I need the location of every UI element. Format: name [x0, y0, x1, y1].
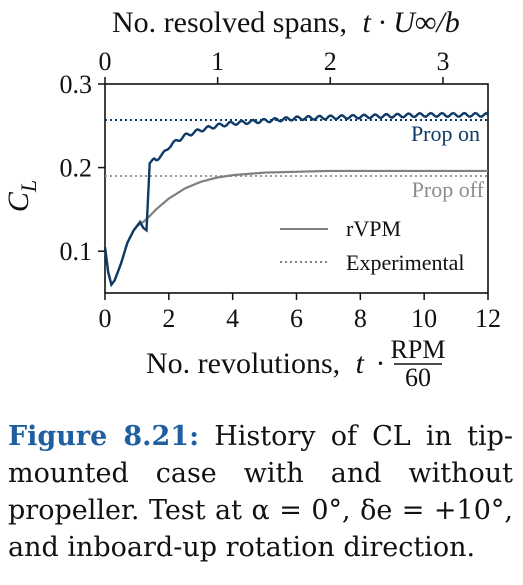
top-axis-title-expr: t · U∞/b [362, 6, 459, 39]
y-tick-label: 0.1 [60, 237, 93, 266]
x-tick-label: 4 [226, 304, 239, 333]
bottom-axis-fraction-numerator: RPM [391, 335, 446, 364]
annotation-prop-off: Prop off [412, 177, 485, 202]
bottom-axis-title-var: t [356, 347, 365, 380]
x2-tick-label: 2 [324, 47, 337, 76]
y-tick-label: 0.2 [60, 154, 93, 183]
chart: 0 2 4 6 8 10 120 1 2 30.10.20.3 Prop on Prop off … [2, 6, 502, 392]
figure-caption: Figure 8.21: History of CL in tip-mounte… [8, 418, 513, 566]
y-axis-title-sub: L [16, 180, 41, 193]
x-tick-label: 8 [354, 304, 367, 333]
x2-tick-label: 1 [211, 47, 224, 76]
x-tick-label: 6 [290, 304, 303, 333]
x2-tick-label: 3 [436, 47, 449, 76]
caption-label: Figure 8.21: [8, 421, 200, 452]
bottom-axis-title-main: No. revolutions, [146, 347, 340, 380]
bottom-axis-fraction-denominator: 60 [405, 363, 431, 392]
x2-tick-label: 0 [99, 47, 112, 76]
legend-label-experimental: Experimental [346, 250, 465, 275]
series-layer [103, 111, 489, 288]
x-tick-label: 0 [99, 304, 112, 333]
x-tick-label: 2 [162, 304, 175, 333]
series-line-rvpm-prop-off [103, 169, 488, 288]
top-axis-title-main: No. resolved spans, [112, 6, 347, 39]
top-axis-title: No. resolved spans, t · U∞/b [112, 6, 460, 39]
y-tick-label: 0.3 [60, 70, 93, 99]
bottom-axis-title-dot: · [376, 347, 386, 380]
y-axis-title: CL [2, 180, 41, 212]
series-line-rvpm-prop-on [103, 111, 489, 288]
x-tick-label: 10 [411, 304, 437, 333]
legend-label-rvpm: rVPM [346, 216, 401, 241]
x-tick-label: 12 [475, 304, 501, 333]
legend: rVPM Experimental [280, 216, 465, 275]
y-axis-title-main: C [2, 191, 35, 212]
bottom-axis-title: No. revolutions, t · [146, 347, 386, 380]
ticks-layer: 0 2 4 6 8 10 120 1 2 30.10.20.3 [60, 47, 502, 333]
caption-text: History of CL in tip-mounted case with a… [8, 421, 514, 563]
annotation-prop-on: Prop on [411, 121, 480, 146]
